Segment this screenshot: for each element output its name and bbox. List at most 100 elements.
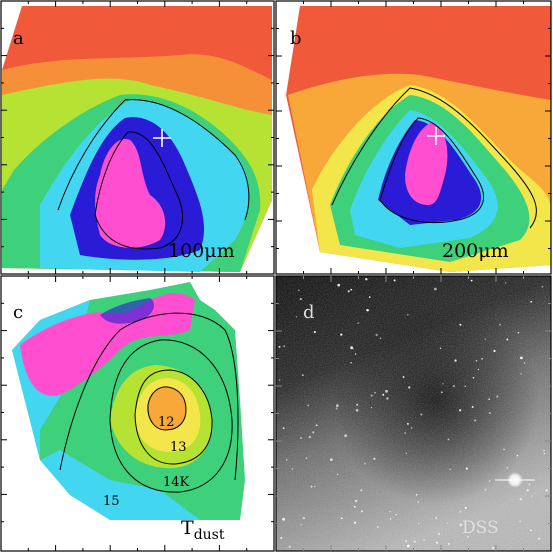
dss-star	[354, 499, 358, 503]
dss-star	[374, 392, 376, 394]
dss-star	[477, 368, 480, 371]
dss-star	[520, 356, 523, 360]
dss-star	[446, 522, 449, 525]
dss-star	[347, 290, 350, 293]
dss-star-field	[278, 278, 548, 550]
dss-star	[305, 457, 308, 459]
panel-a-caption: 100μm	[168, 240, 235, 262]
dss-star	[499, 324, 501, 326]
dss-star	[385, 389, 388, 393]
dss-star	[307, 404, 310, 407]
dss-star	[386, 397, 389, 400]
dss-star	[382, 393, 385, 396]
panel-c-caption: Tdust	[181, 517, 225, 543]
dss-star	[350, 346, 353, 350]
dss-star	[300, 437, 302, 439]
dss-star	[357, 322, 359, 324]
dss-star	[353, 521, 357, 524]
dss-star	[543, 452, 545, 455]
dss-star	[286, 459, 288, 461]
dss-star	[493, 349, 496, 353]
panel-c-temperature-map: 12 13 14K 15	[12, 282, 245, 520]
dss-star	[278, 345, 281, 348]
dss-star	[282, 427, 285, 430]
map-c-contour-12	[147, 386, 187, 431]
dss-star	[488, 480, 491, 482]
dss-star	[447, 438, 450, 441]
dss-star	[370, 406, 373, 409]
dss-star	[481, 358, 483, 360]
dss-star	[496, 395, 499, 398]
dss-star	[310, 485, 313, 488]
panel-b-caption: 200μm	[442, 240, 509, 262]
dss-star	[503, 448, 505, 451]
dss-star	[470, 279, 473, 282]
dss-star	[417, 501, 420, 503]
dss-star	[408, 386, 411, 389]
dss-star	[301, 374, 304, 377]
map-a-position-marker	[153, 129, 171, 147]
dss-star	[280, 537, 283, 539]
dss-star	[340, 333, 343, 336]
dss-star	[474, 419, 477, 422]
dss-star	[488, 398, 490, 400]
dss-star	[520, 373, 522, 375]
panel-d-dss-image	[276, 276, 551, 551]
dss-star	[368, 296, 371, 298]
dss-star	[464, 506, 467, 509]
contour-label-14k: 14K	[163, 475, 190, 490]
dss-star	[329, 458, 333, 461]
dss-star	[420, 413, 423, 416]
dss-star	[299, 298, 302, 301]
dss-star	[423, 539, 425, 541]
map-c-blue-top	[100, 298, 155, 324]
panel-d-caption: DSS	[462, 518, 499, 538]
dss-star	[452, 385, 455, 388]
dss-star	[459, 323, 462, 326]
dss-star	[350, 361, 352, 364]
dss-star	[435, 516, 438, 520]
dss-star	[459, 510, 462, 513]
map-c-contour-15	[59, 312, 239, 481]
dss-star	[344, 434, 347, 438]
map-b-position-marker	[427, 127, 445, 145]
dss-star	[415, 493, 418, 496]
dss-star	[458, 409, 462, 412]
dss-star	[543, 449, 545, 452]
dss-star	[449, 468, 451, 471]
dss-star	[389, 518, 392, 520]
dss-star	[366, 309, 369, 312]
dss-star	[405, 452, 407, 454]
dss-star	[406, 422, 409, 425]
panel-b-200um-map	[286, 6, 551, 273]
dss-star	[454, 359, 457, 362]
map-b-magenta-core	[405, 122, 448, 205]
dss-star	[484, 338, 486, 340]
dss-star	[406, 313, 409, 316]
dss-star	[355, 408, 359, 412]
dss-star	[353, 505, 356, 508]
map-b-contour	[331, 87, 537, 229]
dss-star	[506, 466, 509, 469]
dss-star	[375, 333, 378, 337]
panel-a-letter: a	[13, 28, 24, 49]
dss-star	[404, 432, 407, 434]
dss-star	[519, 498, 522, 501]
map-a-contour	[57, 99, 250, 221]
dss-star	[545, 489, 548, 492]
dss-star	[519, 520, 522, 523]
dss-star	[315, 424, 318, 427]
dss-star	[308, 436, 311, 439]
dss-star	[472, 376, 475, 379]
dss-star	[410, 427, 413, 429]
dss-star	[516, 454, 519, 457]
dss-star	[402, 376, 405, 378]
dss-star	[278, 379, 281, 381]
contour-label-15: 15	[103, 494, 120, 509]
dss-star	[530, 300, 533, 303]
panel-d-letter: d	[303, 302, 315, 323]
dss-star	[492, 547, 495, 550]
dss-star	[291, 468, 294, 470]
map-c-contour-13	[134, 369, 213, 465]
